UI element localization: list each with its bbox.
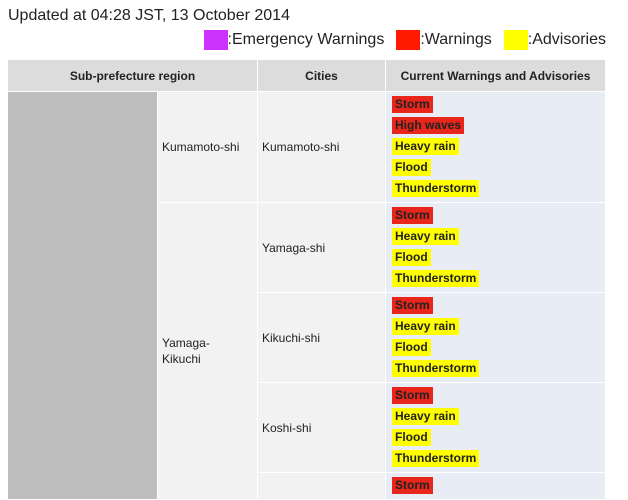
alert-tag: Storm: [392, 477, 433, 494]
alert-row: Thunderstorm: [392, 180, 605, 201]
alert-tag: Storm: [392, 297, 433, 314]
header-cell: Sub-prefecture region: [8, 60, 258, 92]
legend-label: :Warnings: [420, 31, 492, 48]
alert-row: Heavy rain: [392, 138, 605, 159]
alerts-cell: Storm Heavy rain Flood Thunderstorm: [386, 203, 606, 293]
alerts-cell: Storm Heavy rain Flood Thunderstorm: [386, 383, 606, 473]
legend-swatch: [503, 30, 528, 50]
alert-row: Heavy rain: [392, 408, 605, 429]
alerts-cell: Storm High waves Heavy rain Flood Thundersto…: [386, 92, 606, 203]
legend-label: :Advisories: [527, 31, 606, 48]
header-cell: Current Warnings and Advisories: [386, 60, 606, 92]
alert-row: Storm: [392, 477, 605, 498]
alert-tag: Storm: [392, 96, 433, 113]
updated-time: Updated at 04:28 JST, 13 October 2014: [8, 7, 290, 24]
legend: :Emergency Warnings :Warnings :Advisories: [203, 30, 606, 50]
alert-row: Flood: [392, 339, 605, 360]
alerts-cell: Storm: [386, 473, 606, 500]
alert-tag: Flood: [392, 429, 431, 446]
subregion-cell: Kumamoto-shi: [158, 92, 258, 203]
alert-tag: Heavy rain: [392, 228, 459, 245]
alert-row: Thunderstorm: [392, 360, 605, 381]
alert-row: Storm: [392, 96, 605, 117]
alert-row: Storm: [392, 387, 605, 408]
city-cell: Kikuchi-shi: [258, 293, 386, 383]
alert-tag: Heavy rain: [392, 318, 459, 335]
legend-swatch: [396, 30, 421, 50]
alert-row: High waves: [392, 117, 605, 138]
alert-row: Heavy rain: [392, 318, 605, 339]
alert-row: Thunderstorm: [392, 270, 605, 291]
alert-tag: Flood: [392, 339, 431, 356]
alert-row: Flood: [392, 159, 605, 180]
alert-tag: Storm: [392, 207, 433, 224]
alert-tag: Thunderstorm: [392, 360, 480, 377]
header-cell: Cities: [258, 60, 386, 92]
city-cell: Yamaga-shi: [258, 203, 386, 293]
city-cell: Kumamoto-shi: [258, 92, 386, 203]
alert-row: Storm: [392, 207, 605, 228]
alert-row: Heavy rain: [392, 228, 605, 249]
alert-tag: Flood: [392, 159, 431, 176]
alerts-cell: Storm Heavy rain Flood Thunderstorm: [386, 293, 606, 383]
alert-tag: Storm: [392, 387, 433, 404]
alert-tag: Thunderstorm: [392, 270, 480, 287]
alert-tag: High waves: [392, 117, 465, 134]
city-cell: Koshi-shi: [258, 383, 386, 473]
alert-row: Thunderstorm: [392, 450, 605, 471]
subregion-cell: Yamaga-Kikuchi: [158, 203, 258, 500]
alert-tag: Heavy rain: [392, 408, 459, 425]
alert-row: Flood: [392, 249, 605, 270]
legend-swatch: [203, 30, 228, 50]
city-cell: [258, 473, 386, 500]
legend-label: :Emergency Warnings: [227, 31, 385, 48]
alert-row: Flood: [392, 429, 605, 450]
region-cell: [8, 92, 158, 500]
alert-row: Storm: [392, 297, 605, 318]
alert-tag: Flood: [392, 249, 431, 266]
alert-tag: Thunderstorm: [392, 450, 480, 467]
alert-tag: Thunderstorm: [392, 180, 480, 197]
alert-tag: Heavy rain: [392, 138, 459, 155]
